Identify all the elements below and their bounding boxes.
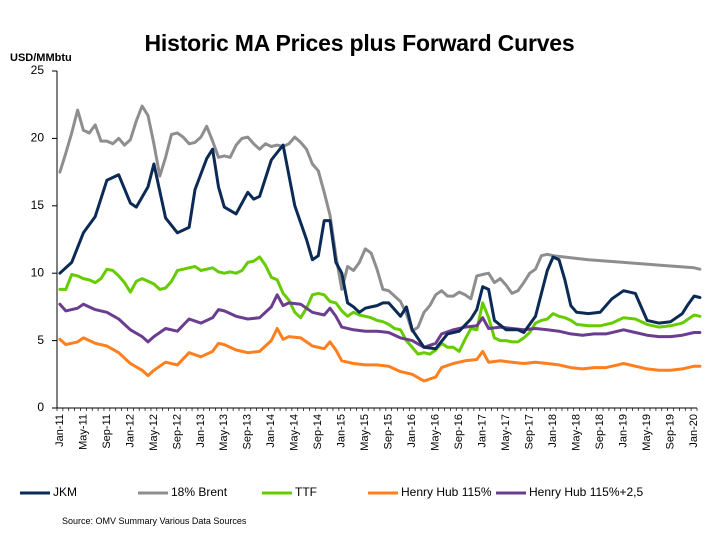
x-tick-label: Sep-11 xyxy=(101,414,113,449)
series-line-18-brent xyxy=(58,104,702,333)
x-tick-label: May-15 xyxy=(359,414,371,451)
x-tick-label: Sep-18 xyxy=(594,414,606,449)
series-line-henry-hub-115 xyxy=(58,327,702,383)
x-tick-label: Sep-12 xyxy=(171,414,183,449)
x-tick-label: May-11 xyxy=(77,414,89,450)
y-tick-label: 20 xyxy=(31,131,45,145)
x-tick-label: May-12 xyxy=(148,414,160,451)
x-tick-label: Jan-12 xyxy=(124,414,136,448)
x-tick-label: May-13 xyxy=(218,414,230,451)
x-tick-label: Sep-19 xyxy=(664,414,676,449)
y-tick-label: 0 xyxy=(37,400,44,414)
x-tick-label: Jan-14 xyxy=(265,414,277,448)
series-line-henry-hub-115-2-5 xyxy=(58,293,702,349)
x-tick-label: Jan-15 xyxy=(336,414,348,448)
legend-label-18-brent: 18% Brent xyxy=(171,485,228,499)
series-line-jkm xyxy=(58,143,702,351)
x-tick-label: Jan-11 xyxy=(54,414,66,447)
x-tick-label: May-14 xyxy=(289,414,301,451)
x-tick-label: May-18 xyxy=(571,414,583,451)
x-tick-label: May-17 xyxy=(500,414,512,451)
y-tick-label: 25 xyxy=(31,63,45,77)
y-tick-label: 15 xyxy=(31,198,45,212)
x-tick-label: Jan-16 xyxy=(406,414,418,448)
x-tick-label: Sep-16 xyxy=(453,414,465,449)
y-axis-unit-label: USD/MMbtu xyxy=(10,52,72,64)
legend-label-jkm: JKM xyxy=(53,485,77,499)
x-tick-label: Sep-14 xyxy=(312,414,324,449)
x-tick-label: May-16 xyxy=(430,414,442,451)
series-line-ttf xyxy=(58,255,702,356)
source-note: Source: OMV Summary Various Data Sources xyxy=(62,516,247,526)
y-tick-label: 10 xyxy=(31,265,45,279)
x-tick-label: Jan-17 xyxy=(477,414,489,448)
legend-label-henry-hub-115-2-5: Henry Hub 115%+2,5 xyxy=(529,485,644,499)
x-tick-label: Jan-18 xyxy=(547,414,559,448)
y-tick-label: 5 xyxy=(37,333,44,347)
x-tick-label: Sep-17 xyxy=(524,414,536,449)
x-tick-label: Sep-13 xyxy=(242,414,254,449)
x-tick-label: Jan-19 xyxy=(618,414,630,448)
x-tick-label: Jan-20 xyxy=(688,414,700,448)
chart-series-lines xyxy=(58,104,702,383)
chart-title: Historic MA Prices plus Forward Curves xyxy=(144,30,575,56)
legend-label-henry-hub-115: Henry Hub 115% xyxy=(401,485,492,499)
chart-legend: JKM 18% Brent TTF Henry Hub 115% Henry Hub 1… xyxy=(20,485,644,499)
x-tick-label: Jan-13 xyxy=(195,414,207,448)
x-tick-label: May-19 xyxy=(641,414,653,451)
x-tick-label: Sep-15 xyxy=(383,414,395,449)
legend-label-ttf: TTF xyxy=(295,485,317,499)
chart-axes: 0 5 10 15 20 25 Jan-11 May-11 Sep-11 Jan-12 May-12… xyxy=(31,63,700,451)
